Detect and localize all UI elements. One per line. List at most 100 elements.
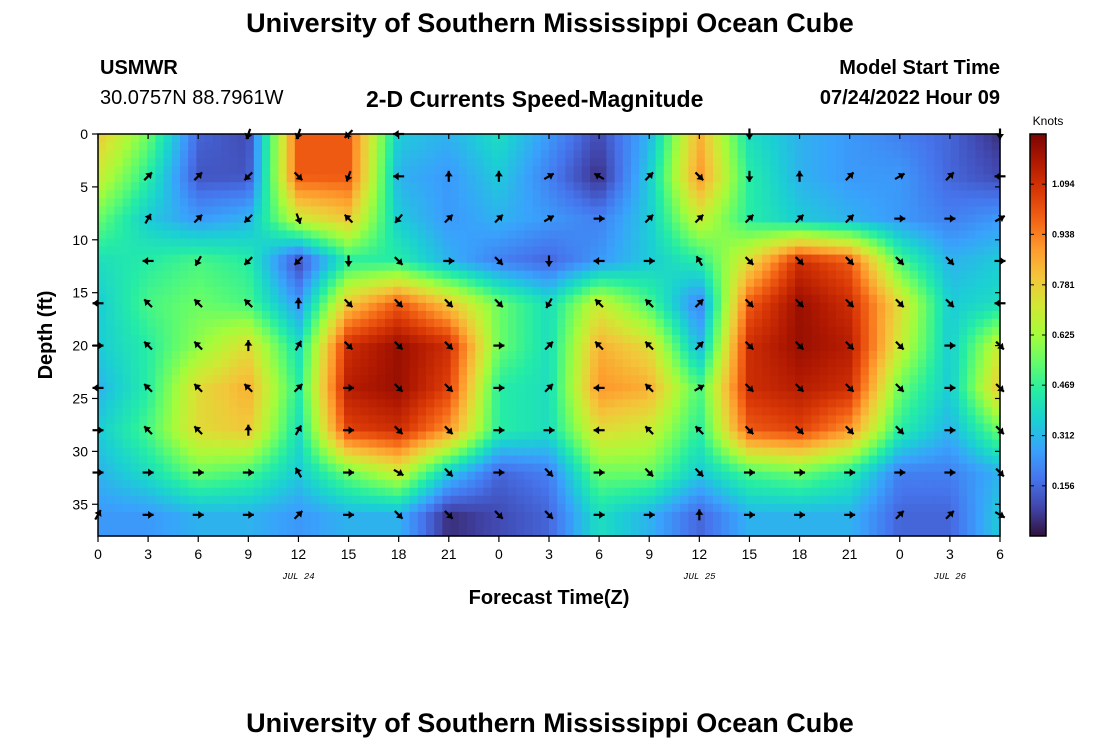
heatmap-cell	[106, 158, 115, 167]
heatmap-cell	[655, 367, 665, 376]
heatmap-cell	[803, 310, 812, 320]
heatmap-cell	[983, 302, 993, 312]
heatmap-cell	[959, 351, 968, 360]
heatmap-cell	[163, 423, 173, 433]
heatmap-cell	[639, 182, 648, 191]
heatmap-cell	[245, 182, 255, 191]
heatmap-cell	[393, 198, 402, 207]
heatmap-cell	[893, 367, 903, 376]
heatmap-cell	[524, 326, 534, 336]
heatmap-cell	[606, 134, 616, 143]
heatmap-cell	[409, 222, 419, 232]
heatmap-cell	[926, 335, 935, 344]
heatmap-cell	[442, 254, 452, 264]
heatmap-cell	[688, 174, 698, 183]
heatmap-cell	[245, 142, 255, 151]
heatmap-cell	[303, 399, 312, 408]
heatmap-cell	[335, 294, 345, 304]
heatmap-cell	[672, 399, 681, 408]
heatmap-cell	[713, 294, 722, 304]
heatmap-cell	[204, 190, 214, 199]
heatmap-cell	[688, 278, 698, 288]
heatmap-cell	[868, 294, 878, 304]
heatmap-cell	[713, 391, 722, 400]
heatmap-cell	[614, 343, 624, 352]
heatmap-cell	[426, 439, 435, 449]
heatmap-cell	[885, 238, 894, 248]
heatmap-cell	[967, 399, 976, 408]
heatmap-cell	[204, 294, 214, 304]
heatmap-cell	[885, 262, 894, 272]
heatmap-cell	[139, 254, 148, 264]
heatmap-cell	[311, 463, 320, 473]
heatmap-cell	[688, 326, 698, 336]
heatmap-cell	[475, 174, 484, 183]
heatmap-cell	[130, 262, 140, 272]
heatmap-cell	[762, 463, 771, 473]
heatmap-cell	[188, 142, 197, 151]
heatmap-cell	[540, 318, 550, 328]
heatmap-cell	[950, 182, 960, 191]
heatmap-cell	[819, 479, 829, 489]
heatmap-cell	[401, 198, 411, 207]
heatmap-cell	[622, 270, 632, 280]
heatmap-cell	[573, 318, 583, 328]
heatmap-cell	[409, 190, 419, 199]
heatmap-cell	[98, 423, 107, 433]
heatmap-cell	[532, 343, 542, 352]
heatmap-cell	[188, 423, 197, 433]
heatmap-cell	[663, 238, 673, 248]
heatmap-cell	[467, 407, 476, 416]
heatmap-cell	[360, 423, 370, 433]
heatmap-cell	[565, 310, 575, 320]
heatmap-cell	[983, 318, 993, 328]
heatmap-cell	[516, 326, 525, 336]
heatmap-cell	[909, 359, 919, 368]
heatmap-cell	[877, 134, 886, 143]
heatmap-cell	[565, 190, 575, 199]
heatmap-cell	[860, 166, 870, 175]
heatmap-cell	[901, 174, 911, 183]
heatmap-cell	[434, 455, 443, 465]
heatmap-cell	[237, 455, 247, 465]
heatmap-cell	[795, 447, 804, 457]
heatmap-cell	[450, 439, 460, 449]
heatmap-cell	[959, 262, 968, 272]
heatmap-cell	[934, 254, 944, 264]
heatmap-cell	[253, 198, 263, 207]
heatmap-cell	[278, 359, 288, 368]
heatmap-cell	[417, 367, 427, 376]
heatmap-cell	[655, 166, 665, 175]
heatmap-cell	[163, 262, 173, 272]
heatmap-cell	[967, 471, 976, 481]
heatmap-cell	[852, 294, 862, 304]
heatmap-cell	[860, 262, 870, 272]
heatmap-cell	[991, 230, 1001, 240]
heatmap-cell	[696, 302, 706, 312]
heatmap-cell	[458, 479, 468, 489]
heatmap-cell	[483, 158, 493, 167]
heatmap-cell	[245, 222, 255, 232]
heatmap-cell	[499, 182, 509, 191]
heatmap-cell	[557, 214, 566, 224]
heatmap-cell	[360, 318, 370, 328]
heatmap-cell	[803, 399, 812, 408]
heatmap-cell	[196, 423, 206, 433]
heatmap-cell	[598, 262, 607, 272]
heatmap-cell	[934, 487, 944, 497]
heatmap-cell	[335, 335, 345, 344]
heatmap-cell	[852, 166, 862, 175]
heatmap-cell	[311, 230, 320, 240]
heatmap-cell	[926, 463, 935, 473]
heatmap-cell	[106, 407, 115, 416]
heatmap-cell	[491, 278, 501, 288]
heatmap-cell	[852, 214, 862, 224]
heatmap-cell	[655, 150, 665, 159]
heatmap-cell	[139, 142, 148, 151]
heatmap-cell	[327, 214, 337, 224]
heatmap-cell	[688, 463, 698, 473]
heatmap-cell	[147, 286, 156, 296]
heatmap-cell	[475, 359, 484, 368]
heatmap-cell	[204, 278, 214, 288]
heatmap-cell	[483, 399, 493, 408]
